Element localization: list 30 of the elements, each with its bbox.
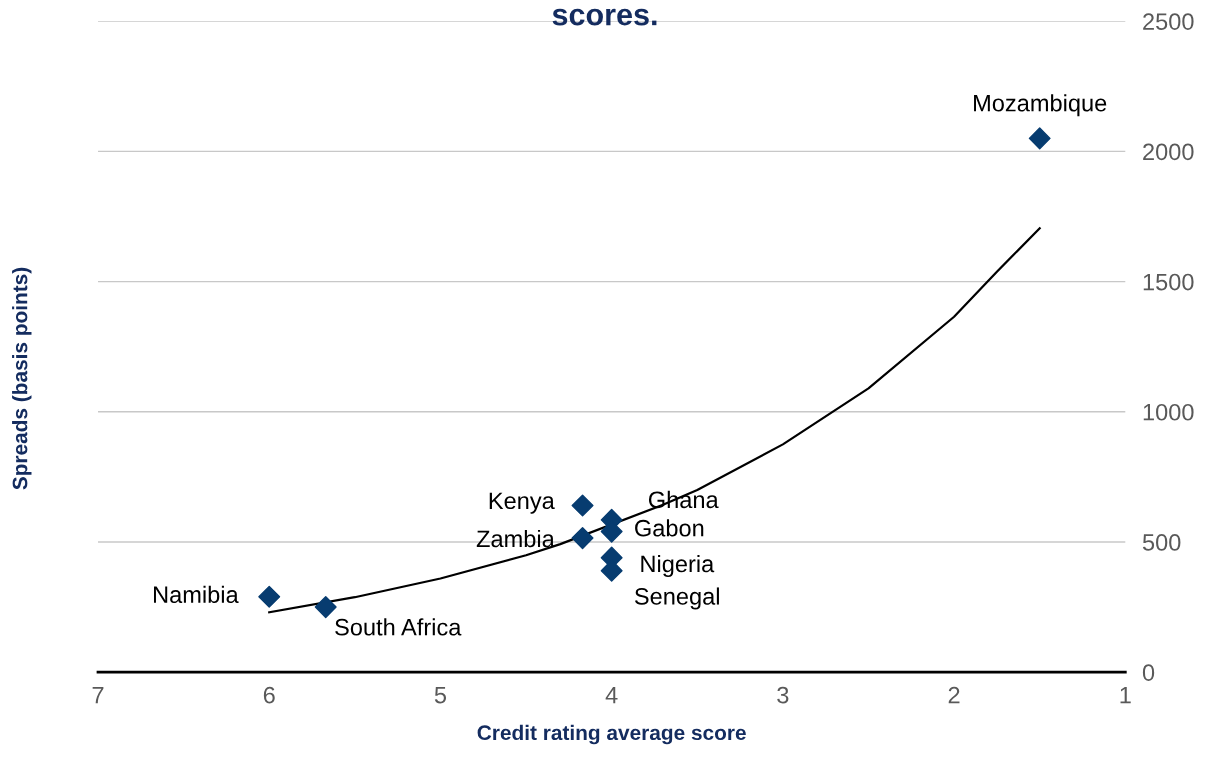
y-tick-label: 2500 <box>1143 13 1194 30</box>
point <box>314 596 337 619</box>
x-tick-label: 2 <box>948 686 960 704</box>
point <box>571 494 594 517</box>
annotation: Namibia <box>154 585 239 604</box>
annotation: Senegal <box>634 587 719 610</box>
x-tick-label: 4 <box>605 686 618 704</box>
point <box>1028 127 1051 150</box>
y-axis-title: Spreads (basis points) <box>12 267 32 490</box>
annotation: Zambia <box>476 529 555 548</box>
y-tick-label: 500 <box>1142 534 1181 551</box>
annotation: Mozambique <box>974 94 1107 117</box>
y-tick-label: 0 <box>1142 664 1155 681</box>
point <box>571 527 594 550</box>
x-axis-title: Credit rating average score <box>477 724 746 745</box>
x-tick-label: 5 <box>434 686 447 704</box>
x-tick-label: 3 <box>777 686 789 704</box>
annotation: South Africa <box>335 618 462 636</box>
point <box>258 585 281 608</box>
annotation: Nigeria <box>641 554 715 577</box>
x-tick-label: 7 <box>92 686 104 704</box>
annotation: Gabon <box>635 519 704 537</box>
chart-title: scores. <box>552 8 657 26</box>
line-series <box>268 227 1041 614</box>
y-tick-label: 1500 <box>1143 273 1194 291</box>
x-tick-label: 1 <box>1120 686 1131 704</box>
x-tick-label: 6 <box>263 686 275 704</box>
y-tick-label: 1000 <box>1143 403 1194 421</box>
annotation: Kenya <box>489 492 555 514</box>
y-tick-label: 2000 <box>1143 143 1194 161</box>
